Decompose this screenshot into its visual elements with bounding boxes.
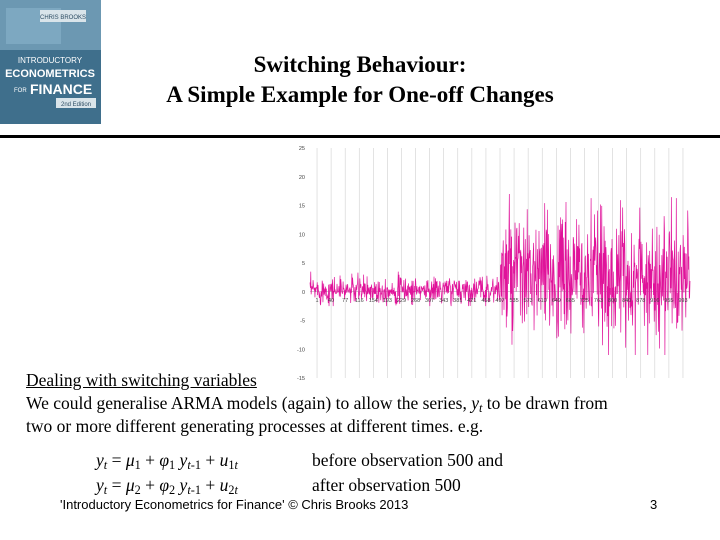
line-chart: 25 20 15 10 5 0 -5 -10 -15 1 40 77 116 154 193 229 268 3… xyxy=(297,146,691,382)
x-tick-label: 229 xyxy=(397,298,406,304)
title-line2: A Simple Example for One-off Changes xyxy=(166,82,554,107)
body-para-sub: t xyxy=(479,401,483,416)
y-axis: 25 20 15 10 5 0 -5 -10 -15 xyxy=(297,146,305,382)
x-tick-label: 649 xyxy=(552,298,561,304)
x-tick-label: 193 xyxy=(383,298,392,304)
body-heading-line: Dealing with switching variables xyxy=(26,369,706,392)
y-tick-label: -10 xyxy=(297,347,305,353)
body-para-var: y xyxy=(471,393,479,413)
x-tick-label: 535 xyxy=(509,298,518,304)
slide-title: Switching Behaviour: A Simple Example fo… xyxy=(120,50,600,110)
cover-edition: 2nd Edition xyxy=(61,102,91,108)
x-tick-label: 77 xyxy=(342,298,348,304)
y-tick-label: 10 xyxy=(299,232,305,238)
equation-1-note: before observation 500 and xyxy=(312,450,503,470)
body-paragraph-line1: We could generalise ARMA models (again) … xyxy=(26,392,706,415)
x-tick-label: 725 xyxy=(580,298,589,304)
body-para-part1: We could generalise ARMA models (again) … xyxy=(26,393,472,413)
title-line1: Switching Behaviour: xyxy=(253,52,467,77)
x-tick-label: 307 xyxy=(425,298,434,304)
cover-line3-small: FOR xyxy=(14,88,27,94)
cover-author: CHRIS BROOKS xyxy=(40,15,86,21)
cover-line2: ECONOMETRICS xyxy=(5,68,95,80)
title-divider xyxy=(0,135,720,138)
x-tick-label: 993 xyxy=(678,298,687,304)
x-tick-label: 421 xyxy=(467,298,476,304)
body-text: Dealing with switching variables We coul… xyxy=(26,369,706,438)
book-cover-image: CHRIS BROOKS INTRODUCTORY ECONOMETRICS F… xyxy=(0,0,101,124)
equation-2: yt = μ2 + φ2 yt-1 + u2t xyxy=(96,475,238,498)
x-axis: 1 40 77 116 154 193 229 268 307 343 381 421 458 497 53… xyxy=(316,298,688,304)
series-line xyxy=(309,193,691,356)
x-tick-label: 497 xyxy=(495,298,504,304)
chart-grid xyxy=(316,148,684,378)
book-cover: CHRIS BROOKS INTRODUCTORY ECONOMETRICS F… xyxy=(0,0,101,124)
x-tick-label: 610 xyxy=(538,298,547,304)
y-tick-label: 0 xyxy=(302,290,305,296)
body-heading: Dealing with switching variables xyxy=(26,370,257,390)
x-tick-label: 955 xyxy=(664,298,673,304)
y-tick-label: 15 xyxy=(299,204,305,210)
body-paragraph-line2: two or more different generating process… xyxy=(26,416,484,436)
footer-copyright: 'Introductory Econometrics for Finance' … xyxy=(60,497,409,512)
equation-1: yt = μ1 + φ1 yt-1 + u1t xyxy=(96,450,238,473)
cover-line1: INTRODUCTORY xyxy=(18,56,83,65)
y-tick-label: -15 xyxy=(297,376,305,382)
y-tick-label: -5 xyxy=(300,319,305,325)
x-tick-label: 1 xyxy=(316,298,319,304)
x-tick-label: 840 xyxy=(622,298,631,304)
equation-2-note: after observation 500 xyxy=(312,475,461,495)
cover-line3-big: FINANCE xyxy=(30,81,92,97)
x-tick-label: 154 xyxy=(369,298,378,304)
x-tick-label: 268 xyxy=(411,298,420,304)
x-tick-label: 116 xyxy=(355,298,364,304)
x-tick-label: 458 xyxy=(481,298,490,304)
x-tick-label: 40 xyxy=(328,298,334,304)
x-tick-label: 685 xyxy=(566,298,575,304)
x-tick-label: 381 xyxy=(453,298,462,304)
y-tick-label: 5 xyxy=(302,261,305,267)
y-tick-label: 25 xyxy=(299,146,305,152)
x-tick-label: 878 xyxy=(636,298,645,304)
x-tick-label: 763 xyxy=(594,298,603,304)
page-number: 3 xyxy=(650,497,658,512)
x-tick-label: 916 xyxy=(650,298,659,304)
x-tick-label: 573 xyxy=(524,298,533,304)
x-tick-label: 343 xyxy=(439,298,448,304)
y-tick-label: 20 xyxy=(299,175,305,181)
x-tick-label: 800 xyxy=(608,298,617,304)
body-para-part2: to be drawn from xyxy=(482,393,608,413)
